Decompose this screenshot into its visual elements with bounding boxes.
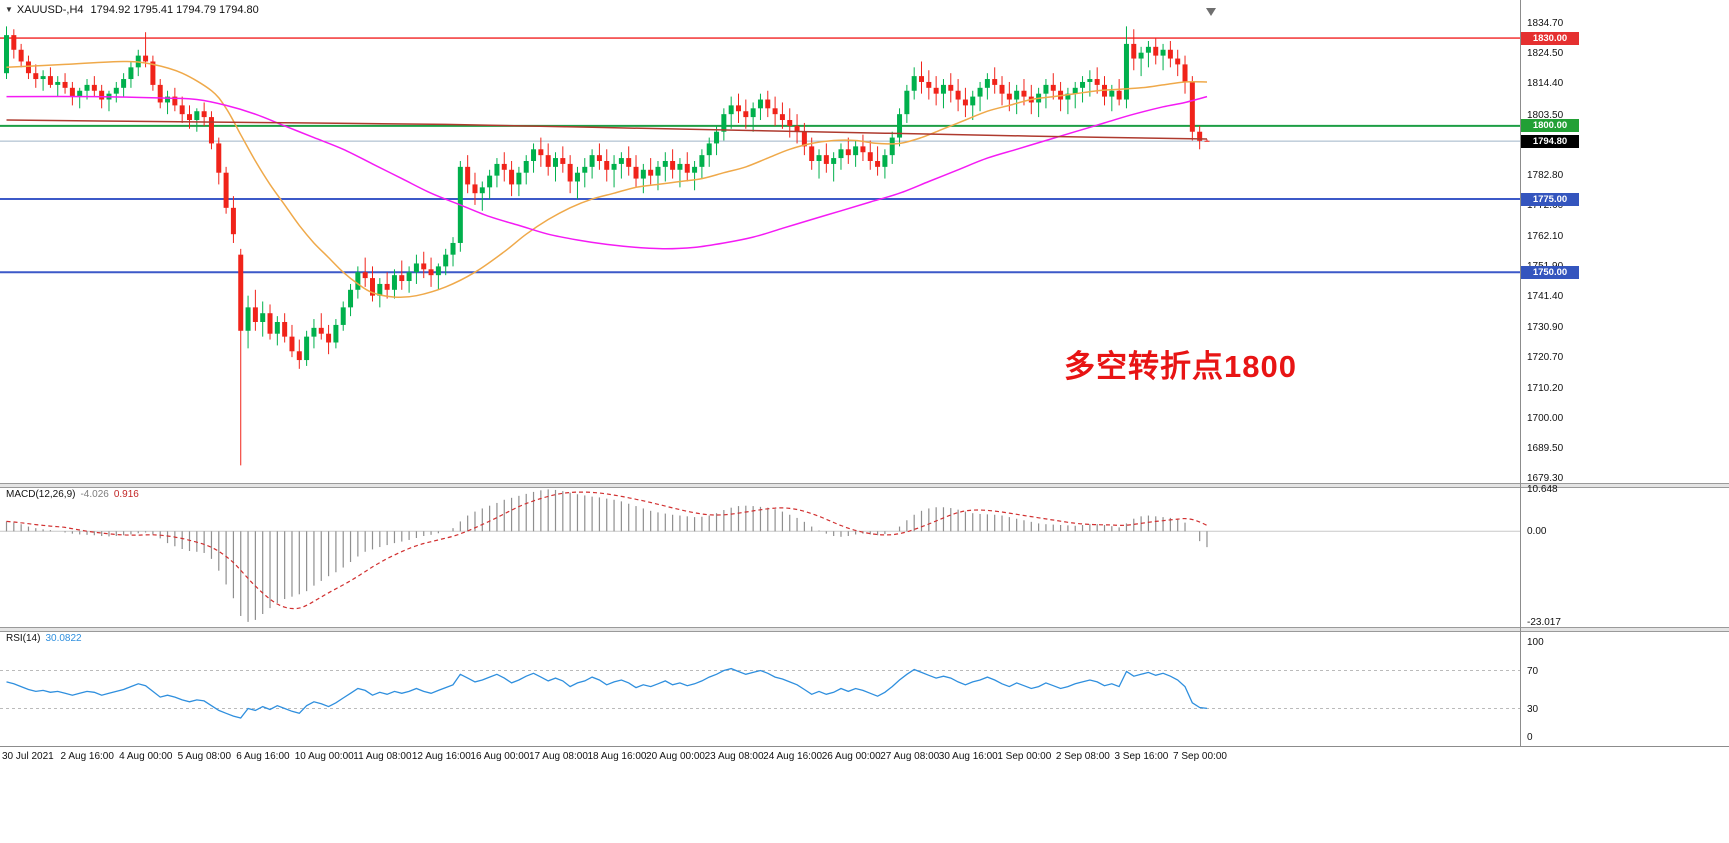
price-axis-label: 1824.50 bbox=[1527, 48, 1564, 60]
macd-signal-value: 0.916 bbox=[113, 489, 139, 500]
time-axis-label: 30 Aug 16:00 bbox=[938, 751, 998, 762]
price-axis-label: 1772.60 bbox=[1527, 200, 1564, 212]
price-axis-label: 1803.50 bbox=[1527, 109, 1564, 121]
panel-divider[interactable] bbox=[0, 627, 1729, 632]
price-chart-canvas[interactable] bbox=[0, 0, 1520, 483]
time-axis-label: 24 Aug 16:00 bbox=[763, 751, 823, 762]
price-level-badge: 1830.00 bbox=[1521, 31, 1579, 45]
price-axis-label: 1679.30 bbox=[1527, 473, 1564, 485]
macd-axis-label: 0.00 bbox=[1527, 526, 1547, 538]
macd-indicator-label: MACD(12,26,9) -4.026 0.916 bbox=[6, 489, 139, 500]
price-axis-label: 1834.70 bbox=[1527, 18, 1564, 30]
price-axis-label: 1814.40 bbox=[1527, 77, 1564, 89]
price-axis-label: 1720.70 bbox=[1527, 352, 1564, 363]
rsi-indicator-label: RSI(14) 30.0822 bbox=[6, 633, 82, 644]
time-axis-label: 11 Aug 08:00 bbox=[353, 751, 412, 762]
ma-fast-orange-line bbox=[6, 60, 1208, 299]
time-axis-label: 2 Aug 16:00 bbox=[60, 751, 114, 762]
macd-axis[interactable]: 10.648 0.00 -23.017 bbox=[1521, 484, 1729, 628]
price-axis-label: 1730.90 bbox=[1527, 322, 1564, 334]
symbol-period-label: XAUUSD-,H4 bbox=[16, 4, 84, 16]
macd-axis-label: 10.648 bbox=[1527, 484, 1558, 496]
rsi-axis-label: 100 bbox=[1527, 637, 1544, 648]
time-axis[interactable]: 30 Jul 2021 2 Aug 16:00 4 Aug 00:00 5 Aug 0… bbox=[0, 746, 1729, 773]
price-axis[interactable]: 1834.701824.501814.401803.501793.301782.… bbox=[1521, 0, 1729, 485]
rsi-axis-label: 30 bbox=[1527, 703, 1539, 715]
macd-histogram-layer bbox=[5, 489, 1208, 622]
time-axis-label: 6 Aug 16:00 bbox=[236, 751, 290, 762]
axis-border-line bbox=[1520, 0, 1521, 746]
time-axis-label: 3 Sep 16:00 bbox=[1114, 751, 1169, 762]
panel-divider[interactable] bbox=[0, 483, 1729, 488]
time-axis-label: 16 Aug 00:00 bbox=[470, 751, 530, 762]
ma-slow-darkred-line bbox=[6, 119, 1208, 140]
macd-value: -4.026 bbox=[80, 489, 109, 500]
price-axis-label: 1762.10 bbox=[1527, 230, 1564, 242]
price-axis-label: 1700.00 bbox=[1527, 412, 1564, 424]
rsi-axis-label: 70 bbox=[1527, 665, 1539, 677]
macd-chart-canvas[interactable] bbox=[0, 486, 1520, 627]
rsi-chart-canvas[interactable] bbox=[0, 630, 1520, 746]
time-axis-label: 1 Sep 00:00 bbox=[997, 751, 1052, 762]
ma-mid-magenta-line bbox=[6, 95, 1208, 250]
time-axis-label: 4 Aug 00:00 bbox=[119, 751, 173, 762]
chart-annotation-text[interactable]: 多空转折点1800 bbox=[1064, 349, 1297, 384]
time-axis-label: 27 Aug 08:00 bbox=[880, 751, 940, 762]
time-axis-label: 26 Aug 00:00 bbox=[821, 751, 881, 762]
rsi-name: RSI(14) bbox=[6, 633, 41, 644]
time-axis-label: 7 Sep 00:00 bbox=[1173, 751, 1227, 762]
rsi-line bbox=[6, 667, 1208, 719]
rsi-axis[interactable]: 100 70 30 0 bbox=[1521, 630, 1729, 746]
time-axis-label: 18 Aug 16:00 bbox=[587, 751, 647, 762]
time-axis-label: 12 Aug 16:00 bbox=[411, 751, 471, 762]
price-axis-label: 1710.20 bbox=[1527, 382, 1564, 394]
time-axis-label: 23 Aug 08:00 bbox=[704, 751, 764, 762]
time-axis-label: 2 Sep 08:00 bbox=[1055, 751, 1110, 762]
price-level-badge: 1750.00 bbox=[1521, 265, 1579, 279]
ohlc-values: 1794.92 1795.41 1794.79 1794.80 bbox=[90, 4, 259, 16]
horizontal-lines-layer[interactable] bbox=[0, 37, 1520, 274]
macd-axis-label: -23.017 bbox=[1527, 616, 1561, 628]
time-axis-label: 30 Jul 2021 bbox=[2, 751, 54, 762]
chart-shift-marker-icon[interactable] bbox=[1206, 8, 1216, 16]
price-level-badge: 1775.00 bbox=[1521, 192, 1579, 206]
collapse-arrow-icon[interactable]: ▼ bbox=[5, 5, 13, 14]
price-axis-label: 1782.80 bbox=[1527, 170, 1564, 182]
time-axis-label: 20 Aug 00:00 bbox=[646, 751, 705, 762]
chart-title: ▼ XAUUSD-,H4 1794.92 1795.41 1794.79 1794.… bbox=[5, 4, 259, 16]
price-axis-label: 1689.50 bbox=[1527, 443, 1564, 455]
time-axis-label: 5 Aug 08:00 bbox=[177, 751, 232, 762]
candles-layer[interactable] bbox=[4, 26, 1210, 466]
price-level-badge: 1794.80 bbox=[1521, 134, 1579, 148]
price-level-badge: 1800.00 bbox=[1521, 119, 1579, 133]
rsi-axis-label: 0 bbox=[1527, 732, 1533, 743]
macd-name: MACD(12,26,9) bbox=[6, 489, 76, 500]
time-axis-label: 17 Aug 08:00 bbox=[528, 751, 588, 762]
price-axis-label: 1741.40 bbox=[1527, 291, 1564, 303]
time-axis-label: 10 Aug 00:00 bbox=[294, 751, 354, 762]
rsi-value: 30.0822 bbox=[45, 633, 82, 644]
